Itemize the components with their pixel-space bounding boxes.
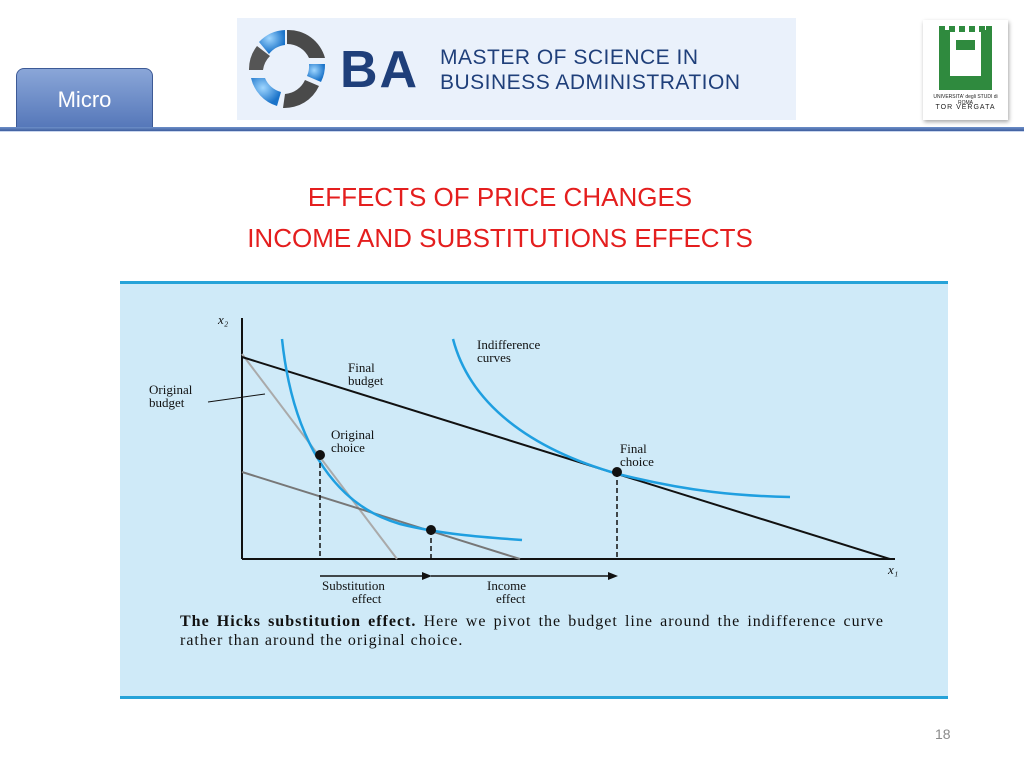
x-axis-label: x₁ xyxy=(887,562,898,577)
section-tab-label: Micro xyxy=(57,87,112,112)
income-effect-label-1: Income xyxy=(487,578,526,593)
y-axis-label: x₂ xyxy=(217,312,229,327)
hicks-diagram: x₂ x₁ Original budget Final budget Indif… xyxy=(149,312,898,606)
figure-caption: The Hicks substitution effect. Here we p… xyxy=(180,612,884,650)
ba-logo-text: BA xyxy=(340,41,420,99)
original-budget-label-1: Original xyxy=(149,382,193,397)
income-effect-label-2: effect xyxy=(496,591,526,606)
indifference-label-2: curves xyxy=(477,350,511,365)
slide-title-line-2: INCOME AND SUBSTITUTIONS EFFECTS xyxy=(247,223,753,253)
original-choice-label-2: choice xyxy=(331,440,365,455)
mba-banner: BA MASTER OF SCIENCE IN BUSINESS ADMINIS… xyxy=(237,18,796,120)
original-choice-label-1: Original xyxy=(331,427,375,442)
section-tab: Micro xyxy=(16,68,153,128)
final-choice-label-2: choice xyxy=(620,454,654,469)
substitution-effect-label-1: Substitution xyxy=(322,578,385,593)
banner-line-2: BUSINESS ADMINISTRATION xyxy=(440,71,741,94)
mba-sphere-logo xyxy=(248,29,326,109)
final-budget-label-1: Final xyxy=(348,360,375,375)
page-number: 18 xyxy=(935,726,951,742)
indifference-curve-original xyxy=(280,338,523,542)
income-arrowhead xyxy=(608,572,618,580)
slide-title-line-1: EFFECTS OF PRICE CHANGES xyxy=(307,182,693,212)
university-campus: TOR VERGATA xyxy=(935,104,996,111)
university-logo: UNIVERSITA' degli STUDI di ROMA TOR VERG… xyxy=(923,20,1008,120)
banner-line-1: MASTER OF SCIENCE IN xyxy=(440,46,699,69)
original-budget-leader xyxy=(207,393,266,403)
final-budget-label-2: budget xyxy=(348,373,384,388)
substitution-effect-label-2: effect xyxy=(352,591,382,606)
header-divider-highlight xyxy=(0,131,1024,132)
university-name: UNIVERSITA' degli STUDI di ROMA xyxy=(933,94,998,106)
caption-body: Here we pivot the budget line around the… xyxy=(180,613,885,649)
substitution-arrowhead xyxy=(422,572,432,580)
original-budget-label-2: budget xyxy=(149,395,185,410)
pivoted-budget-line xyxy=(241,471,521,560)
tor-vergata-emblem-icon xyxy=(939,26,992,90)
hicks-figure: x₂ x₁ Original budget Final budget Indif… xyxy=(120,281,948,699)
caption-heading: The Hicks substitution effect. xyxy=(180,613,417,630)
final-choice-label-1: Final xyxy=(620,441,647,456)
final-budget-line xyxy=(241,356,891,560)
header-divider xyxy=(0,127,1024,131)
indifference-label-1: Indifference xyxy=(477,337,541,352)
